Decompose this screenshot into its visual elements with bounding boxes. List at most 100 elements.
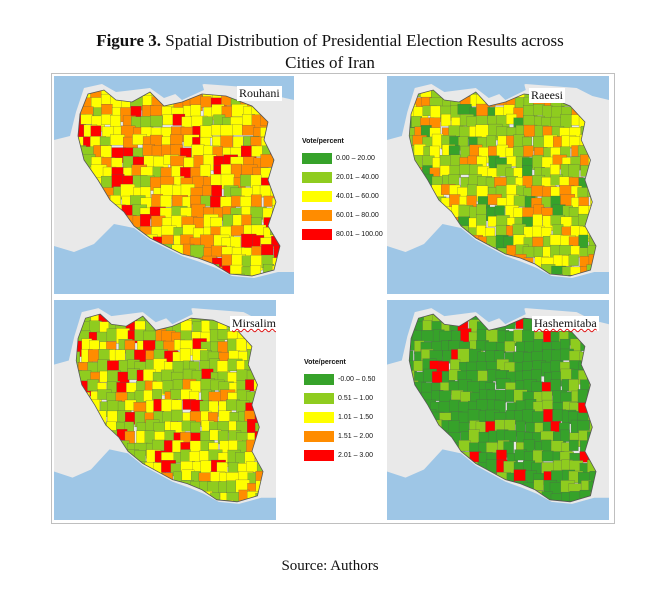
county-region (409, 350, 414, 366)
rouhani-map-graphic (54, 76, 294, 294)
map-name-raeesi: Raeesi (529, 88, 565, 103)
legend-swatch (302, 191, 332, 202)
county-region (568, 379, 580, 392)
country-border (408, 89, 597, 277)
county-region (211, 185, 223, 198)
country-border (77, 89, 281, 277)
legend-top-item: 20.01 – 40.00 (302, 172, 383, 183)
legend-label: 20.01 – 40.00 (336, 174, 379, 181)
county-region (467, 409, 481, 422)
sea-area (488, 76, 526, 100)
maps-frame: Rouhani Raeesi Mirsalim Hashemitaba Vote… (51, 73, 615, 524)
legend-swatch (304, 412, 334, 423)
sea-area (387, 224, 609, 294)
country-border (408, 313, 597, 503)
county-region (170, 134, 183, 146)
county-region (531, 185, 545, 197)
legend-label: 80.01 – 100.00 (336, 231, 383, 238)
county-region (467, 184, 478, 198)
legend-bottom: Vote/percent -0.00 – 0.50 0.51 – 1.00 1.… (304, 359, 375, 469)
raeesi-map-graphic (387, 76, 609, 294)
figure-title-line1: Spatial Distribution of Presidential Ele… (165, 31, 564, 50)
county-region (220, 124, 234, 137)
county-region (150, 115, 163, 127)
county-region (160, 195, 172, 208)
county-region (200, 125, 213, 138)
county-region (449, 399, 461, 413)
county-region (256, 460, 264, 477)
legend-label: 2.01 – 3.00 (338, 452, 374, 459)
county-region (533, 479, 544, 491)
county-region (568, 439, 579, 451)
county-region (568, 254, 579, 266)
county-region (110, 114, 121, 128)
county-region (261, 244, 274, 257)
county-region (273, 245, 280, 262)
county-region (504, 430, 517, 442)
legend-swatch (302, 229, 332, 240)
legend-top-item: 40.01 – 60.00 (302, 191, 383, 202)
legend-swatch (302, 172, 332, 183)
county-region (76, 351, 80, 365)
source-note: Source: Authors (281, 558, 379, 574)
legend-top: Vote/percent 0.00 – 20.00 20.01 – 40.00 … (302, 138, 383, 248)
county-region (560, 429, 570, 442)
hashemitaba-map-graphic (387, 300, 609, 520)
legend-swatch (302, 153, 332, 164)
sea-area (54, 224, 294, 294)
county-region (458, 440, 471, 452)
county-region (458, 422, 470, 433)
county-region (448, 420, 460, 435)
county-region (457, 104, 472, 115)
county-region (241, 214, 252, 226)
legend-top-title: Vote/percent (302, 138, 344, 145)
sea-area (488, 300, 526, 325)
county-region (100, 145, 112, 159)
county-region (218, 410, 231, 423)
legend-bottom-item: 2.01 – 3.00 (304, 450, 375, 461)
county-region (200, 96, 212, 108)
county-region (541, 450, 554, 462)
legend-swatch (304, 431, 334, 442)
legend-label: 1.51 – 2.00 (338, 433, 374, 440)
county-region (246, 461, 258, 473)
county-region (440, 113, 451, 127)
legend-swatch (302, 210, 332, 221)
legend-label: 60.01 – 80.00 (336, 212, 379, 219)
legend-label: -0.00 – 0.50 (338, 376, 376, 383)
county-region (220, 164, 232, 175)
county-region (560, 338, 570, 350)
county-region (171, 409, 183, 422)
legend-swatch (304, 374, 334, 385)
county-region (522, 329, 535, 343)
sea-area (387, 449, 609, 520)
legend-top-item: 0.00 – 20.00 (302, 153, 383, 164)
county-region (504, 340, 516, 352)
county-region (80, 114, 93, 125)
county-region (110, 134, 125, 146)
county-region (235, 338, 247, 352)
map-name-hashemitaba: Hashemitaba (532, 316, 599, 331)
legend-label: 1.01 – 1.50 (338, 414, 374, 421)
legend-label: 0.51 – 1.00 (338, 395, 374, 402)
legend-label: 40.01 – 60.00 (336, 193, 379, 200)
legend-top-item: 60.01 – 80.00 (302, 210, 383, 221)
county-region (486, 442, 498, 455)
figure-title-line2: Cities of Iran (285, 53, 375, 72)
map-mirsalim: Mirsalim (54, 300, 276, 520)
county-region (523, 145, 534, 157)
sea-area (164, 76, 204, 100)
county-region (459, 164, 471, 175)
legend-swatch (304, 393, 334, 404)
legend-bottom-item: 0.51 – 1.00 (304, 393, 375, 404)
county-region (170, 389, 182, 400)
legend-label: 0.00 – 20.00 (336, 155, 375, 162)
county-mosaic (409, 314, 597, 502)
legend-bottom-item: -0.00 – 0.50 (304, 374, 375, 385)
county-region (568, 163, 580, 179)
county-region (458, 411, 470, 424)
map-hashemitaba: Hashemitaba (387, 300, 609, 520)
legend-bottom-title: Vote/percent (304, 359, 346, 366)
county-region (422, 320, 433, 332)
map-name-rouhani: Rouhani (237, 86, 282, 101)
